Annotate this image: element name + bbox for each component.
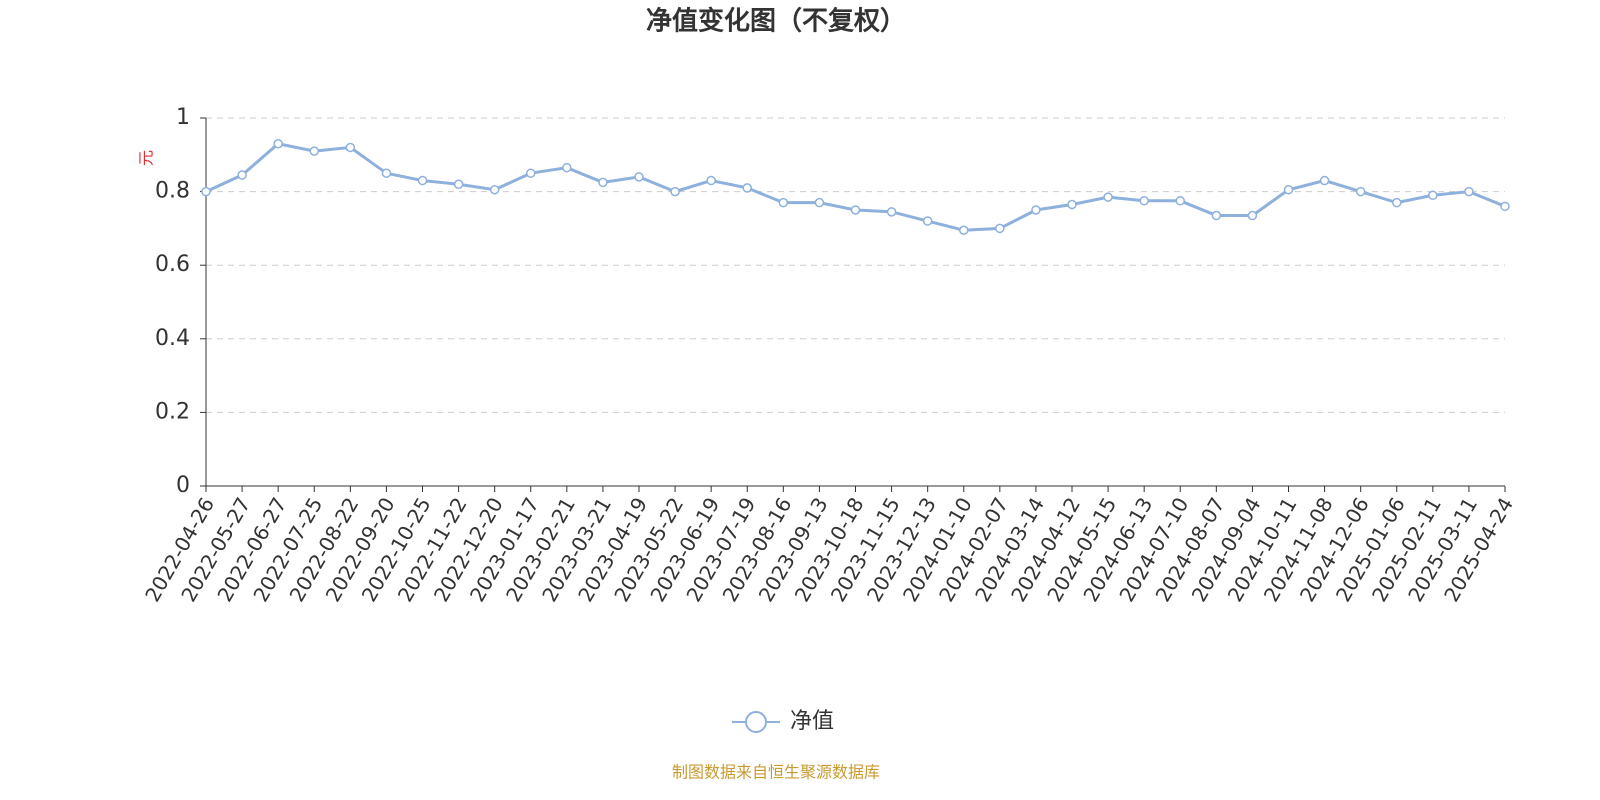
point	[1247, 210, 1258, 221]
point	[1175, 196, 1185, 206]
point	[417, 175, 428, 186]
point	[1211, 210, 1222, 221]
point	[742, 183, 752, 193]
y-tick-label: 0.4	[155, 326, 190, 351]
point	[1103, 192, 1113, 202]
point	[489, 185, 500, 195]
point	[634, 172, 644, 182]
point	[1319, 175, 1330, 186]
y-tick-label: 0.2	[155, 399, 190, 424]
point	[1139, 196, 1149, 206]
point	[886, 207, 897, 217]
point	[670, 186, 680, 197]
point	[995, 223, 1005, 234]
point	[237, 170, 247, 180]
chart-title: 净值变化图（不复权）	[646, 6, 906, 37]
line	[205, 142, 1506, 232]
point	[959, 225, 969, 235]
point	[201, 186, 211, 197]
y-tick-label: 1	[176, 105, 190, 130]
source-note: 制图数据来自恒生聚源数据库	[672, 763, 880, 782]
point	[778, 197, 789, 208]
y-tick-label: 0	[176, 473, 190, 498]
point	[814, 197, 825, 208]
point	[309, 146, 319, 156]
y-tick-label: 0.6	[155, 252, 190, 277]
point	[1283, 185, 1294, 195]
point	[1067, 199, 1077, 210]
point	[922, 216, 933, 226]
point	[850, 205, 861, 215]
point	[1392, 197, 1402, 208]
point	[345, 142, 356, 153]
point	[1031, 205, 1041, 215]
point	[706, 175, 716, 186]
point	[453, 179, 464, 189]
point	[562, 162, 572, 173]
point	[273, 139, 283, 149]
point	[381, 168, 392, 178]
legend-label: 净值	[790, 709, 834, 734]
point	[526, 168, 536, 178]
point	[1500, 201, 1510, 212]
point	[1355, 186, 1366, 197]
point	[1464, 186, 1474, 197]
point	[598, 177, 608, 188]
point	[1428, 190, 1438, 201]
legend-marker	[745, 711, 767, 733]
y-axis-label: 元	[137, 150, 156, 166]
y-tick-label: 0.8	[155, 179, 190, 204]
